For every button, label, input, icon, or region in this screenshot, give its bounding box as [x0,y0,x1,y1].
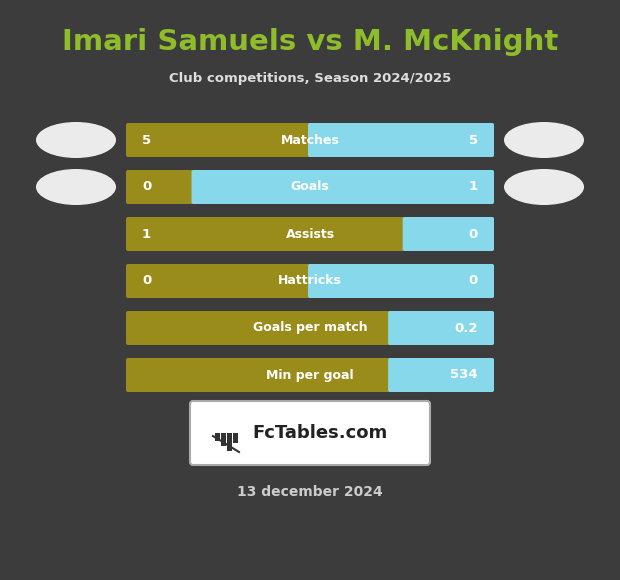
Text: Goals: Goals [291,180,329,194]
Text: FcTables.com: FcTables.com [252,424,388,442]
Text: Min per goal: Min per goal [266,368,354,382]
FancyBboxPatch shape [390,360,398,390]
Ellipse shape [504,169,584,205]
Text: 0: 0 [469,227,478,241]
Bar [227,433,232,451]
Text: Imari Samuels vs M. McKnight: Imari Samuels vs M. McKnight [62,28,558,56]
FancyBboxPatch shape [308,123,494,157]
Text: 0: 0 [142,274,151,288]
FancyBboxPatch shape [190,401,430,465]
Text: 1: 1 [142,227,151,241]
Text: 1: 1 [469,180,478,194]
Text: Club competitions, Season 2024/2025: Club competitions, Season 2024/2025 [169,72,451,85]
FancyBboxPatch shape [126,217,494,251]
FancyBboxPatch shape [388,311,494,345]
Text: Goals per match: Goals per match [253,321,367,335]
Ellipse shape [36,169,116,205]
Text: 13 december 2024: 13 december 2024 [237,485,383,499]
Text: 534: 534 [450,368,478,382]
FancyBboxPatch shape [192,170,494,204]
Bar [215,433,220,441]
FancyBboxPatch shape [126,123,494,157]
FancyBboxPatch shape [388,358,494,392]
FancyBboxPatch shape [126,264,494,298]
FancyBboxPatch shape [126,358,494,392]
FancyBboxPatch shape [390,313,398,343]
Text: 0: 0 [142,180,151,194]
FancyBboxPatch shape [126,170,494,204]
Text: Assists: Assists [285,227,335,241]
Text: 5: 5 [142,133,151,147]
Ellipse shape [36,122,116,158]
FancyBboxPatch shape [405,219,413,249]
Bar [233,433,238,443]
Text: Hattricks: Hattricks [278,274,342,288]
FancyBboxPatch shape [402,217,494,251]
Text: 5: 5 [469,133,478,147]
FancyBboxPatch shape [308,264,494,298]
Bar [221,433,226,446]
FancyBboxPatch shape [310,125,318,155]
Text: Matches: Matches [281,133,339,147]
Ellipse shape [504,122,584,158]
FancyBboxPatch shape [193,172,202,202]
Text: 0: 0 [469,274,478,288]
FancyBboxPatch shape [310,266,318,296]
FancyBboxPatch shape [126,311,494,345]
Text: 0.2: 0.2 [454,321,478,335]
